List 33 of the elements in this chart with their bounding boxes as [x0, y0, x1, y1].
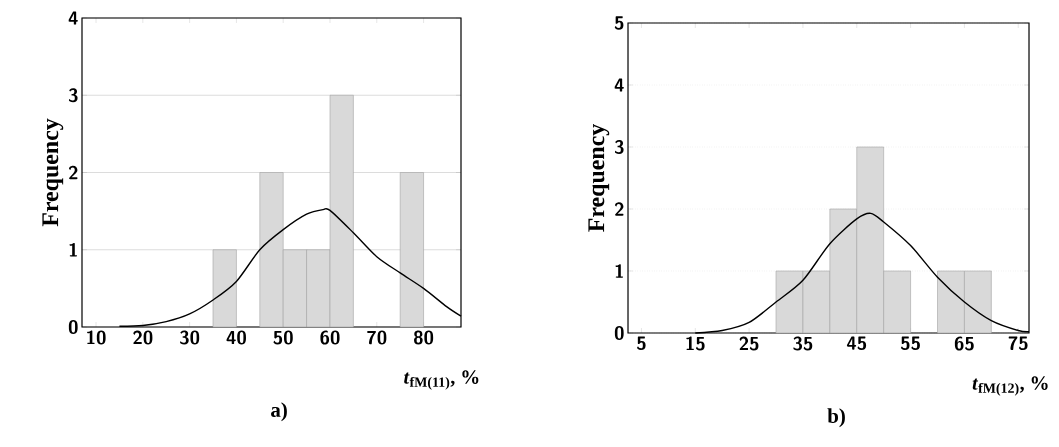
x-axis-title: t$_{fM(11)}$, % [404, 370, 479, 390]
x-tick-label: 10 [87, 330, 106, 345]
x-tick-label: 80 [414, 330, 434, 345]
y-tick-label: 0 [68, 320, 78, 334]
x-tick-label: 50 [273, 330, 293, 345]
x-axis-title: t$_{fM(12)}$, % [972, 376, 1048, 396]
y-tick-label: 3 [614, 140, 624, 154]
y-tick-label: 4 [68, 11, 78, 25]
x-tick-label: 30 [180, 330, 200, 345]
x-tick-label: 15 [686, 336, 705, 351]
y-axis-title: Frequency [42, 118, 64, 227]
y-axis-title: Frequency [588, 123, 610, 232]
x-tick-label: 65 [954, 336, 974, 351]
y-tick-label: 2 [68, 165, 78, 180]
x-tick-label: 40 [226, 330, 246, 345]
y-tick-label: 0 [614, 326, 624, 340]
y-tick-label: 5 [614, 16, 624, 30]
y-tick-label: 4 [614, 78, 624, 92]
x-tick-label: 5 [636, 336, 646, 351]
y-tick-label: 3 [68, 88, 78, 103]
x-tick-label: 35 [793, 336, 813, 351]
x-tick-label: 60 [320, 330, 340, 345]
x-tick-label: 75 [1008, 336, 1028, 351]
x-tick-label: 70 [367, 330, 387, 345]
y-tick-label: 1 [69, 242, 78, 257]
y-tick-label: 1 [615, 264, 624, 278]
x-tick-label: 20 [133, 330, 153, 345]
text: b) [827, 408, 845, 428]
x-tick-label: 45 [846, 336, 867, 351]
text: a) [271, 402, 287, 422]
x-tick-label: 25 [739, 336, 759, 351]
x-tick-label: 55 [900, 336, 920, 351]
y-tick-label: 2 [614, 202, 624, 216]
